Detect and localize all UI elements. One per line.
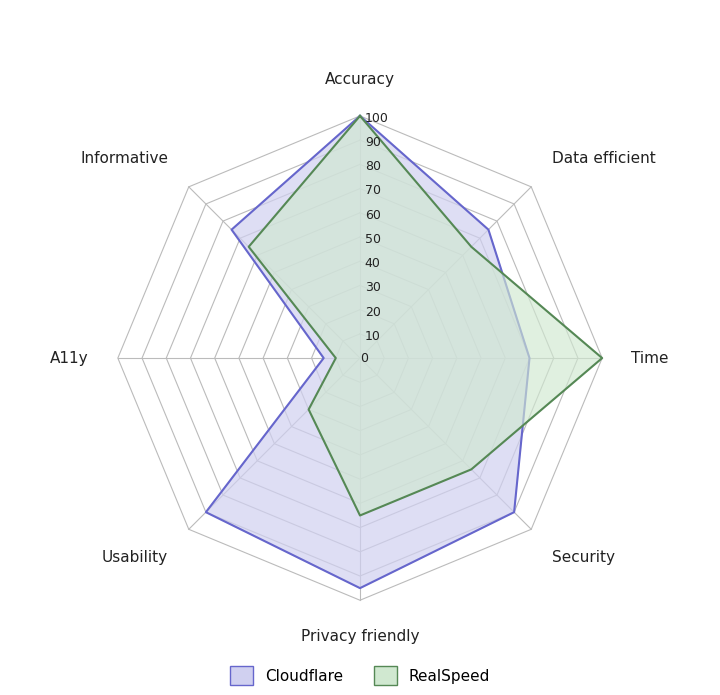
Text: 20: 20 [365, 306, 381, 318]
Text: Usability: Usability [102, 550, 168, 565]
Text: 30: 30 [365, 281, 381, 295]
Text: 10: 10 [365, 330, 381, 343]
Text: Data efficient: Data efficient [552, 152, 655, 166]
Text: 80: 80 [365, 161, 381, 173]
Text: Security: Security [552, 550, 615, 565]
Text: 40: 40 [365, 257, 381, 270]
Text: Privacy friendly: Privacy friendly [301, 629, 419, 644]
Text: Informative: Informative [80, 152, 168, 166]
Text: Time: Time [631, 350, 669, 366]
Text: 90: 90 [365, 136, 381, 149]
Polygon shape [248, 116, 602, 516]
Polygon shape [206, 116, 529, 588]
Text: 100: 100 [365, 112, 389, 125]
Text: A11y: A11y [50, 350, 89, 366]
Text: 50: 50 [365, 233, 381, 246]
Text: Accuracy: Accuracy [325, 72, 395, 87]
Text: 60: 60 [365, 208, 381, 222]
Text: 0: 0 [360, 352, 368, 365]
Legend: Cloudflare, RealSpeed: Cloudflare, RealSpeed [224, 660, 496, 691]
Text: 70: 70 [365, 184, 381, 197]
